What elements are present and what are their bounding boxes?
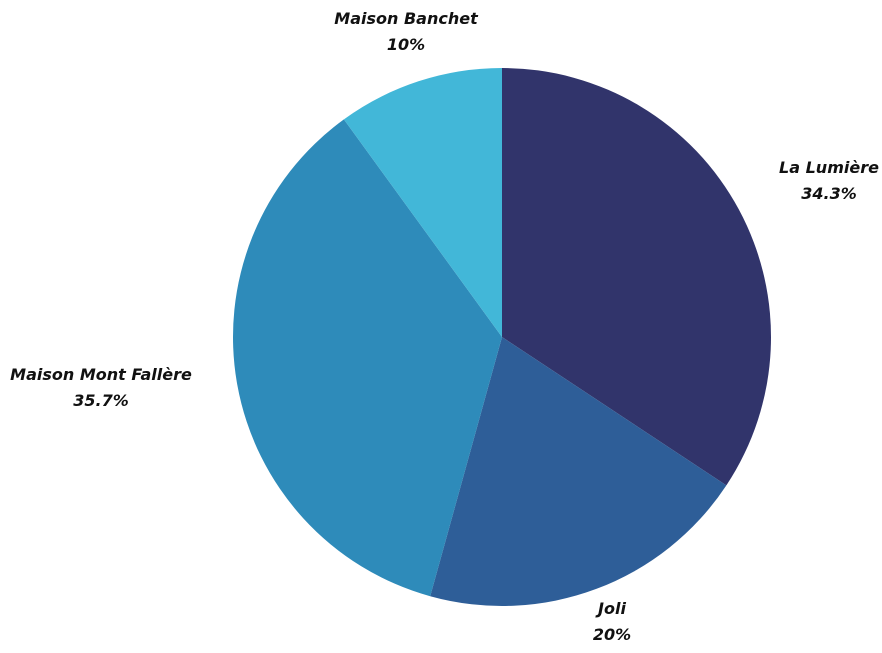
slice-value-maison-mont-fallere: 35.7%: [73, 391, 129, 410]
pie-slice-la-lumiere: [502, 68, 772, 486]
slice-value-la-lumiere: 34.3%: [801, 184, 857, 203]
slice-value-maison-banchet: 10%: [387, 35, 425, 54]
slice-label-la-lumiere: La Lumière: [779, 158, 879, 177]
pie-slice-maison-mont-fallere: [232, 119, 502, 597]
pie-labels: La Lumière 34.3% Joli 20% Maison Mont Fallèr…: [10, 9, 879, 644]
slice-label-maison-mont-fallere: Maison Mont Fallère: [10, 365, 192, 384]
slice-label-joli: Joli: [595, 599, 626, 618]
pie-slice-joli: [430, 337, 727, 606]
pie-slice-maison-banchet: [343, 68, 502, 337]
slice-label-maison-banchet: Maison Banchet: [334, 9, 479, 28]
slice-value-joli: 20%: [593, 625, 631, 644]
pie-slices: [232, 68, 772, 606]
